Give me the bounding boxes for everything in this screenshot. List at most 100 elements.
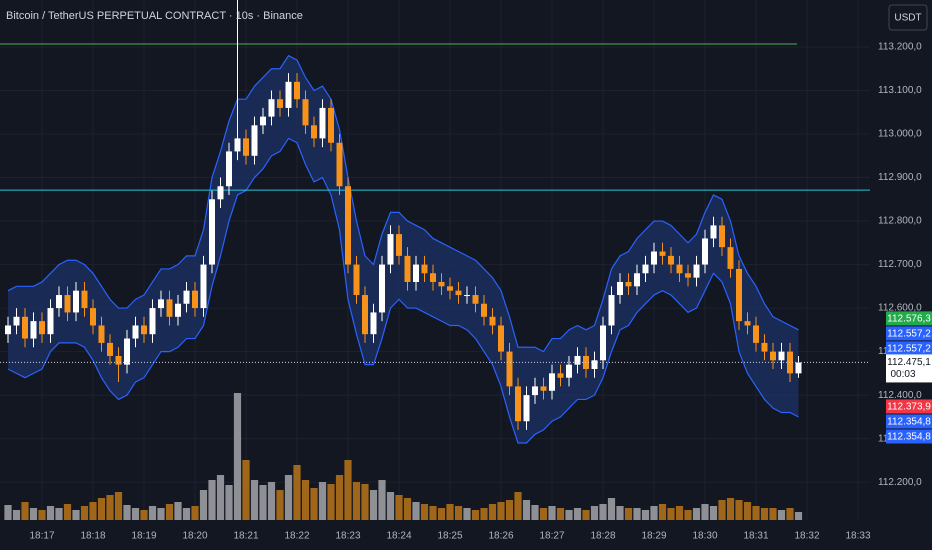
candle-body xyxy=(659,251,666,256)
volume-bar xyxy=(786,508,794,520)
candle-body xyxy=(770,351,776,361)
candle-body xyxy=(22,316,28,339)
volume-bar xyxy=(216,475,225,520)
volume-bar xyxy=(106,495,114,520)
volume-bar xyxy=(310,488,318,520)
volume-bar xyxy=(284,475,293,520)
currency-button[interactable] xyxy=(888,4,928,31)
volume-bar xyxy=(471,510,480,520)
volume-bar xyxy=(497,502,505,520)
x-tick-label: 18:22 xyxy=(284,531,309,542)
volume-bar xyxy=(97,498,106,520)
last-price-label: 112.475,1 xyxy=(887,357,931,368)
last-price-tag xyxy=(886,354,932,383)
candle-body xyxy=(226,151,232,187)
volume-bar xyxy=(556,508,565,520)
currency-label[interactable]: USDT xyxy=(894,13,921,24)
volume-bar xyxy=(480,508,488,520)
x-tick-label: 18:21 xyxy=(233,531,258,542)
volume-bar xyxy=(641,510,650,520)
volume-bar xyxy=(344,460,352,520)
candle-body xyxy=(464,295,470,297)
candle-body xyxy=(617,281,623,296)
volume-bar xyxy=(259,485,267,520)
candle-body xyxy=(651,251,657,265)
volume-bar xyxy=(225,485,233,520)
x-tick-label: 18:33 xyxy=(845,531,870,542)
price-tag xyxy=(886,326,932,341)
candle-body xyxy=(710,225,717,239)
x-tick-label: 18:29 xyxy=(641,531,666,542)
volume-bar xyxy=(165,504,174,520)
candle-body xyxy=(719,225,725,248)
volume-bar xyxy=(140,510,148,520)
candle-body xyxy=(294,81,300,100)
candle-body xyxy=(268,99,275,117)
x-tick-label: 18:27 xyxy=(539,531,564,542)
candle-body xyxy=(56,295,62,309)
candle-body xyxy=(693,264,700,278)
volume-bar xyxy=(208,480,216,520)
plot-area xyxy=(0,0,870,520)
y-tick-label: 112.200,0 xyxy=(878,477,922,488)
volume-bar xyxy=(692,508,701,520)
volume-bar xyxy=(514,492,522,520)
band-line xyxy=(7,54,799,353)
candle-body xyxy=(260,116,266,126)
x-tick-label: 18:17 xyxy=(29,531,54,542)
candle-body xyxy=(642,264,649,274)
candle-body xyxy=(413,264,419,282)
price-tag xyxy=(886,399,932,414)
candle-body xyxy=(107,342,113,356)
candle-body xyxy=(209,199,215,265)
price-axis: 112.200,0112.300,0112.400,0112.500,0112.… xyxy=(29,42,932,542)
candle-body xyxy=(319,107,326,139)
countdown-label: 00:03 xyxy=(890,369,915,380)
volume-bar xyxy=(505,500,514,520)
volume-bar xyxy=(429,506,437,520)
candle-body xyxy=(73,290,79,313)
x-tick-label: 18:25 xyxy=(437,531,462,542)
candle-body xyxy=(591,360,598,370)
volume-bar xyxy=(726,498,735,520)
price-tag xyxy=(886,414,932,429)
candle-body xyxy=(251,125,258,156)
candle-body xyxy=(430,273,436,282)
volume-bar xyxy=(242,460,250,520)
volume-bar xyxy=(412,502,420,520)
volume-bar xyxy=(361,484,369,520)
volume-bar xyxy=(752,506,760,520)
x-tick-label: 18:20 xyxy=(182,531,207,542)
y-tick-label: 112.800,0 xyxy=(878,216,922,227)
volume-bar xyxy=(12,510,21,520)
volume-bar xyxy=(794,512,803,520)
candle-body xyxy=(532,386,538,396)
candle-body xyxy=(744,321,751,326)
volume-bar xyxy=(233,393,242,520)
volume-bar xyxy=(182,508,191,520)
candle-body xyxy=(489,316,496,326)
candle-body xyxy=(183,290,190,304)
candle-body xyxy=(438,281,445,287)
candle-body xyxy=(634,273,640,287)
candle-body xyxy=(472,295,479,304)
candle-body xyxy=(685,273,691,278)
candle-body xyxy=(90,308,96,326)
x-tick-label: 18:32 xyxy=(794,531,819,542)
candle-body xyxy=(132,325,139,339)
candle-body xyxy=(455,290,462,296)
volume-bar xyxy=(335,475,344,520)
candle-body xyxy=(311,125,317,139)
y-tick-label: 112.700,0 xyxy=(878,259,922,270)
candle-body xyxy=(115,355,122,365)
candle-body xyxy=(81,290,88,309)
candle-body xyxy=(217,186,224,200)
candle-body xyxy=(353,264,360,296)
y-tick-label: 112.900,0 xyxy=(878,172,922,183)
y-tick-label: 113.000,0 xyxy=(878,129,922,140)
volume-bar xyxy=(378,480,386,520)
volume-bar xyxy=(420,504,429,520)
candle-body xyxy=(523,395,530,422)
